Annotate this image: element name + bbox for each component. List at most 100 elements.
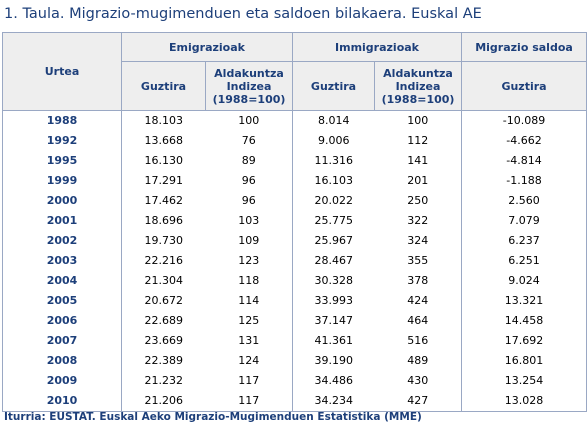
cell-immigration-total: 25.775 — [314, 214, 354, 227]
cell-emigration-total: 22.389 — [144, 354, 184, 367]
cell-balance-total: 17.692 — [461, 331, 588, 351]
header-imm-guztira: Guztira — [292, 61, 375, 111]
header-saldo-guztira: Guztira — [461, 61, 588, 111]
cell-emigration-total: 21.232 — [144, 374, 184, 387]
header-migrazio-saldoa: Migrazio saldoa — [461, 32, 588, 62]
header-imm-aldakuntza-line2: Indizea — [395, 79, 441, 93]
cell-year: 2008 — [2, 351, 122, 371]
cell-immigration-index: 201 — [374, 171, 463, 191]
cell-immigration-total: 8.014 — [318, 114, 350, 127]
table-row: 2003 22.216 123 28.467 355 6.251 — [2, 251, 588, 271]
cell-emigration-index: 76 — [205, 131, 293, 151]
cell-immigration-total: 28.467 — [314, 254, 354, 267]
cell-immigration-total: 34.486 — [314, 374, 354, 387]
cell-emigration-total: 19.730 — [144, 234, 184, 247]
cell-balance-total: -10.089 — [461, 110, 588, 131]
cell-immigration-total: 20.022 — [314, 194, 354, 207]
cell-balance-total: -1.188 — [461, 171, 588, 191]
header-emi-aldakuntza-line3: (1988=100) — [212, 92, 286, 106]
cell-balance-total: 16.801 — [461, 351, 588, 371]
cell-emigration-index: 124 — [205, 351, 293, 371]
header-imm-aldakuntza-line1: Aldakuntza — [383, 66, 453, 80]
cell-emigration-total: 23.669 — [144, 334, 184, 347]
cell-balance-total: 14.458 — [461, 311, 588, 331]
cell-immigration-total: 33.993 — [314, 294, 354, 307]
cell-year: 2005 — [2, 291, 122, 311]
cell-year: 1992 — [2, 131, 122, 151]
cell-emigration-total: 16.130 — [144, 154, 184, 167]
cell-emigration-total: 22.689 — [144, 314, 184, 327]
cell-emigration-index: 117 — [205, 391, 293, 412]
table-row: 2000 17.462 96 20.022 250 2.560 — [2, 191, 588, 211]
cell-emigration-total: 13.668 — [144, 134, 184, 147]
cell-emigration-index: 96 — [205, 171, 293, 191]
cell-emigration-index: 103 — [205, 211, 293, 231]
migration-table: Urtea Emigrazioak Immigrazioak Migrazio … — [2, 32, 588, 412]
cell-immigration-index: 141 — [374, 151, 463, 171]
table-row: 1988 18.103 100 8.014 100 -10.089 — [2, 110, 588, 131]
cell-year: 1999 — [2, 171, 122, 191]
table-row: 2010 21.206 117 34.234 427 13.028 — [2, 391, 588, 412]
table-row: 1995 16.130 89 11.316 141 -4.814 — [2, 151, 588, 171]
header-emi-aldakuntza: Aldakuntza Indizea (1988=100) — [205, 61, 293, 111]
cell-emigration-index: 109 — [205, 231, 293, 251]
table-row: 2004 21.304 118 30.328 378 9.024 — [2, 271, 588, 291]
cell-immigration-index: 100 — [374, 110, 463, 131]
cell-immigration-total: 16.103 — [314, 174, 354, 187]
cell-balance-total: 13.254 — [461, 371, 588, 391]
cell-emigration-total: 21.304 — [144, 274, 184, 287]
table-row: 2008 22.389 124 39.190 489 16.801 — [2, 351, 588, 371]
cell-year: 2001 — [2, 211, 122, 231]
cell-balance-total: 9.024 — [461, 271, 588, 291]
cell-immigration-index: 427 — [374, 391, 463, 412]
table-row: 2002 19.730 109 25.967 324 6.237 — [2, 231, 588, 251]
cell-immigration-total: 11.316 — [314, 154, 354, 167]
cell-emigration-total: 18.696 — [144, 214, 184, 227]
cell-emigration-index: 125 — [205, 311, 293, 331]
header-immigrazioak: Immigrazioak — [291, 32, 463, 62]
cell-immigration-index: 424 — [374, 291, 463, 311]
cell-immigration-total: 37.147 — [314, 314, 354, 327]
cell-emigration-index: 114 — [205, 291, 293, 311]
table-row: 2006 22.689 125 37.147 464 14.458 — [2, 311, 588, 331]
cell-year: 2000 — [2, 191, 122, 211]
cell-balance-total: 13.321 — [461, 291, 588, 311]
cell-year: 2010 — [2, 391, 122, 412]
migration-table-container: Urtea Emigrazioak Immigrazioak Migrazio … — [2, 32, 588, 412]
table-row: 2005 20.672 114 33.993 424 13.321 — [2, 291, 588, 311]
cell-immigration-index: 430 — [374, 371, 463, 391]
cell-year: 2006 — [2, 311, 122, 331]
cell-immigration-total: 9.006 — [318, 134, 350, 147]
cell-immigration-index: 322 — [374, 211, 463, 231]
cell-emigration-index: 118 — [205, 271, 293, 291]
cell-balance-total: -4.814 — [461, 151, 588, 171]
header-emi-guztira: Guztira — [121, 61, 206, 111]
cell-year: 1995 — [2, 151, 122, 171]
cell-emigration-index: 89 — [205, 151, 293, 171]
header-urtea: Urtea — [2, 32, 122, 111]
cell-immigration-index: 112 — [374, 131, 463, 151]
cell-emigration-index: 100 — [205, 110, 293, 131]
cell-immigration-index: 324 — [374, 231, 463, 251]
cell-emigration-index: 96 — [205, 191, 293, 211]
cell-balance-total: -4.662 — [461, 131, 588, 151]
table-row: 1992 13.668 76 9.006 112 -4.662 — [2, 131, 588, 151]
table-row: 2007 23.669 131 41.361 516 17.692 — [2, 331, 588, 351]
cell-emigration-index: 117 — [205, 371, 293, 391]
table-row: 2009 21.232 117 34.486 430 13.254 — [2, 371, 588, 391]
cell-immigration-total: 25.967 — [314, 234, 354, 247]
cell-immigration-index: 464 — [374, 311, 463, 331]
cell-emigration-total: 22.216 — [144, 254, 184, 267]
cell-emigration-index: 131 — [205, 331, 293, 351]
cell-balance-total: 2.560 — [461, 191, 588, 211]
cell-emigration-total: 17.291 — [144, 174, 184, 187]
cell-immigration-total: 41.361 — [314, 334, 354, 347]
cell-immigration-index: 250 — [374, 191, 463, 211]
cell-immigration-total: 39.190 — [314, 354, 354, 367]
cell-emigration-total: 21.206 — [121, 391, 206, 412]
cell-emigration-total: 17.462 — [144, 194, 184, 207]
header-imm-aldakuntza: Aldakuntza Indizea (1988=100) — [373, 61, 463, 111]
cell-immigration-index: 489 — [374, 351, 463, 371]
header-emi-aldakuntza-line2: Indizea — [226, 79, 272, 93]
header-imm-aldakuntza-line3: (1988=100) — [381, 92, 455, 106]
